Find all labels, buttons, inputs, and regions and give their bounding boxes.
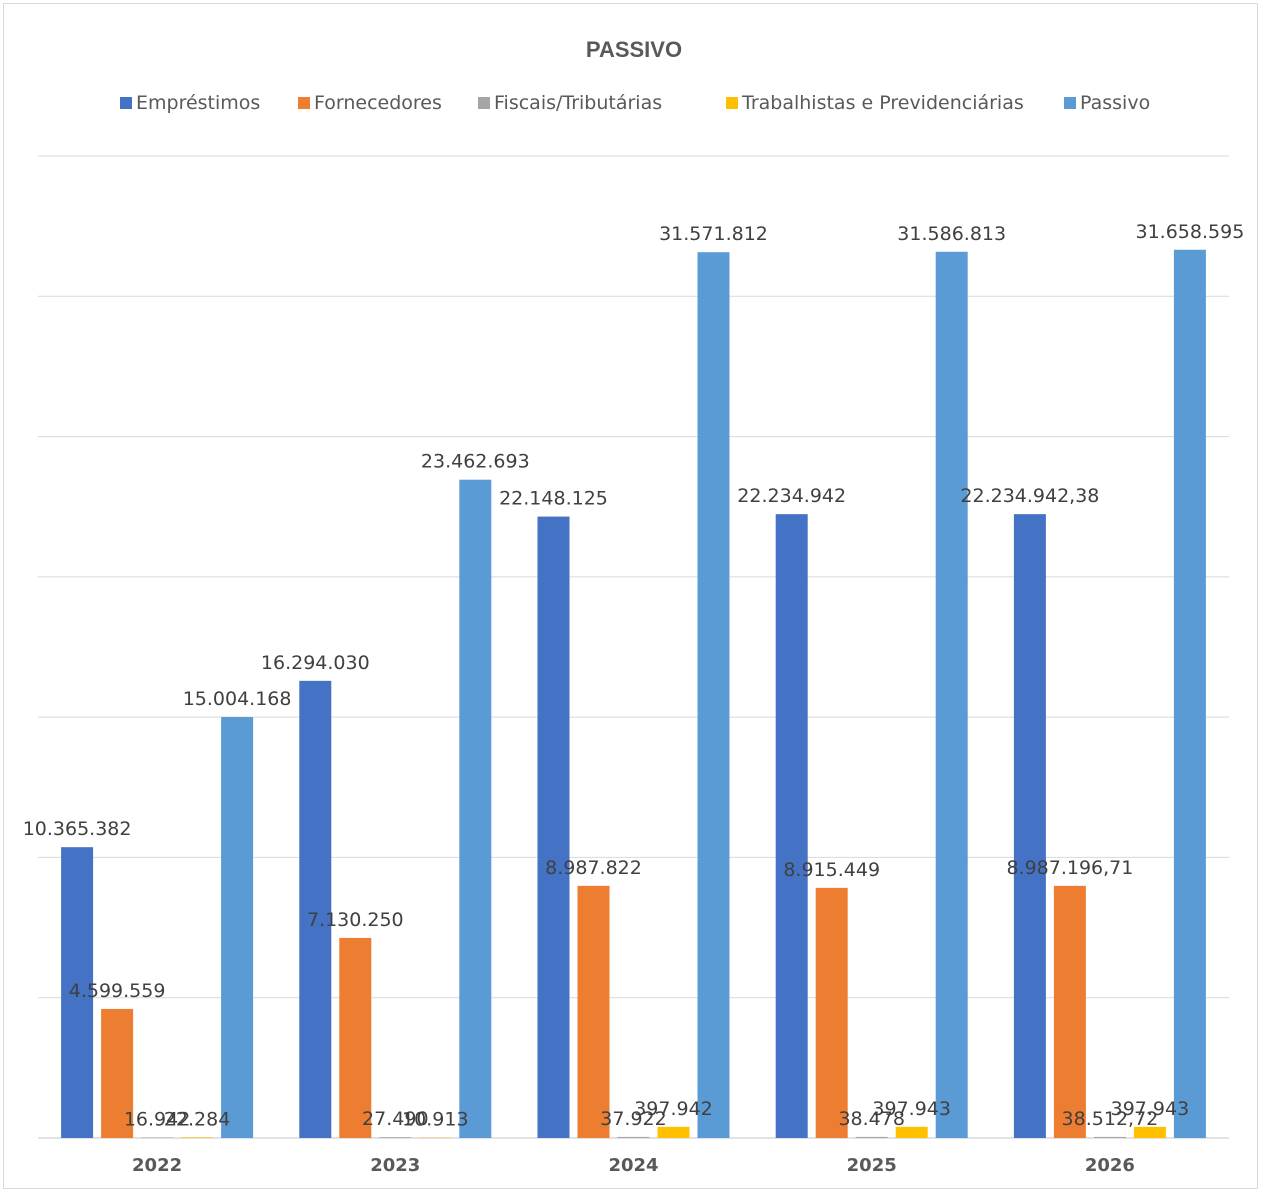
bar	[101, 1008, 134, 1138]
bar	[339, 937, 372, 1138]
bar	[1093, 1136, 1126, 1138]
data-label: 23.462.693	[421, 451, 530, 473]
data-label: 7.130.250	[307, 909, 404, 931]
legend-swatch	[478, 97, 490, 109]
data-label: 16.294.030	[261, 652, 370, 674]
bar	[61, 847, 94, 1138]
bar	[537, 516, 570, 1138]
category-label: 2023	[370, 1155, 420, 1176]
category-label: 2024	[608, 1155, 658, 1176]
data-label: 37.922	[600, 1108, 666, 1130]
data-label: 397.942	[634, 1098, 713, 1120]
bar	[775, 514, 808, 1138]
bar	[221, 717, 254, 1138]
legend-label: Fornecedores	[314, 92, 442, 114]
data-label: 31.586.813	[897, 223, 1006, 245]
data-label: 8.987.196,71	[1006, 857, 1133, 879]
legend-swatch	[1064, 97, 1076, 109]
bar	[459, 479, 492, 1138]
legend-label: Fiscais/Tributárias	[494, 92, 662, 114]
bar	[895, 1126, 928, 1138]
data-label: 10.913	[402, 1109, 468, 1131]
data-label: 22.234.942,38	[960, 485, 1099, 507]
bar	[815, 887, 848, 1138]
bar	[299, 680, 332, 1138]
gridlines	[38, 155, 1229, 1139]
category-label: 2022	[132, 1155, 182, 1176]
bar	[379, 1137, 412, 1138]
data-label: 8.987.822	[545, 857, 642, 879]
data-label: 22.234.942	[737, 485, 846, 507]
data-label: 38.478	[838, 1108, 904, 1130]
chart-canvas: PASSIVO Empréstimos Fornecedores Fiscais/T…	[23, 37, 1245, 1176]
chart-legend: Empréstimos Fornecedores Fiscais/Tributári…	[120, 92, 1150, 114]
data-label: 27.490	[362, 1108, 428, 1130]
chart-title: PASSIVO	[586, 37, 682, 62]
data-label: 397.943	[1111, 1098, 1190, 1120]
category-axis: 2022 2023 2024 2025 2026	[132, 1155, 1135, 1176]
bar	[617, 1136, 650, 1138]
bar	[1133, 1126, 1166, 1138]
data-label: 22.284	[164, 1108, 230, 1130]
bar	[1013, 514, 1046, 1138]
data-label: 10.365.382	[23, 818, 132, 840]
data-label: 22.148.125	[499, 488, 608, 510]
legend-label: Trabalhistas e Previdenciárias	[741, 92, 1024, 114]
bars	[61, 249, 1206, 1139]
category-label: 2026	[1085, 1155, 1135, 1176]
bar	[1173, 249, 1206, 1139]
legend-swatch	[120, 97, 132, 109]
data-label: 16.942	[124, 1109, 190, 1131]
bar	[657, 1126, 690, 1138]
legend-label: Empréstimos	[136, 92, 260, 114]
bar	[935, 251, 968, 1138]
category-label: 2025	[847, 1155, 897, 1176]
data-label: 38.512,72	[1062, 1108, 1159, 1130]
chart-frame: PASSIVO Empréstimos Fornecedores Fiscais/T…	[3, 3, 1258, 1189]
data-label: 31.571.812	[659, 223, 768, 245]
bar	[697, 252, 730, 1138]
bar	[855, 1136, 888, 1138]
data-label: 4.599.559	[69, 980, 166, 1002]
data-label: 397.943	[872, 1098, 951, 1120]
legend-swatch	[726, 97, 738, 109]
legend-swatch	[298, 97, 310, 109]
legend-label: Passivo	[1080, 92, 1150, 114]
bar	[181, 1137, 214, 1138]
bar	[577, 885, 610, 1138]
data-label: 15.004.168	[183, 688, 292, 710]
bar	[1053, 885, 1086, 1138]
data-label: 31.658.595	[1136, 221, 1245, 243]
data-label: 8.915.449	[783, 859, 880, 881]
